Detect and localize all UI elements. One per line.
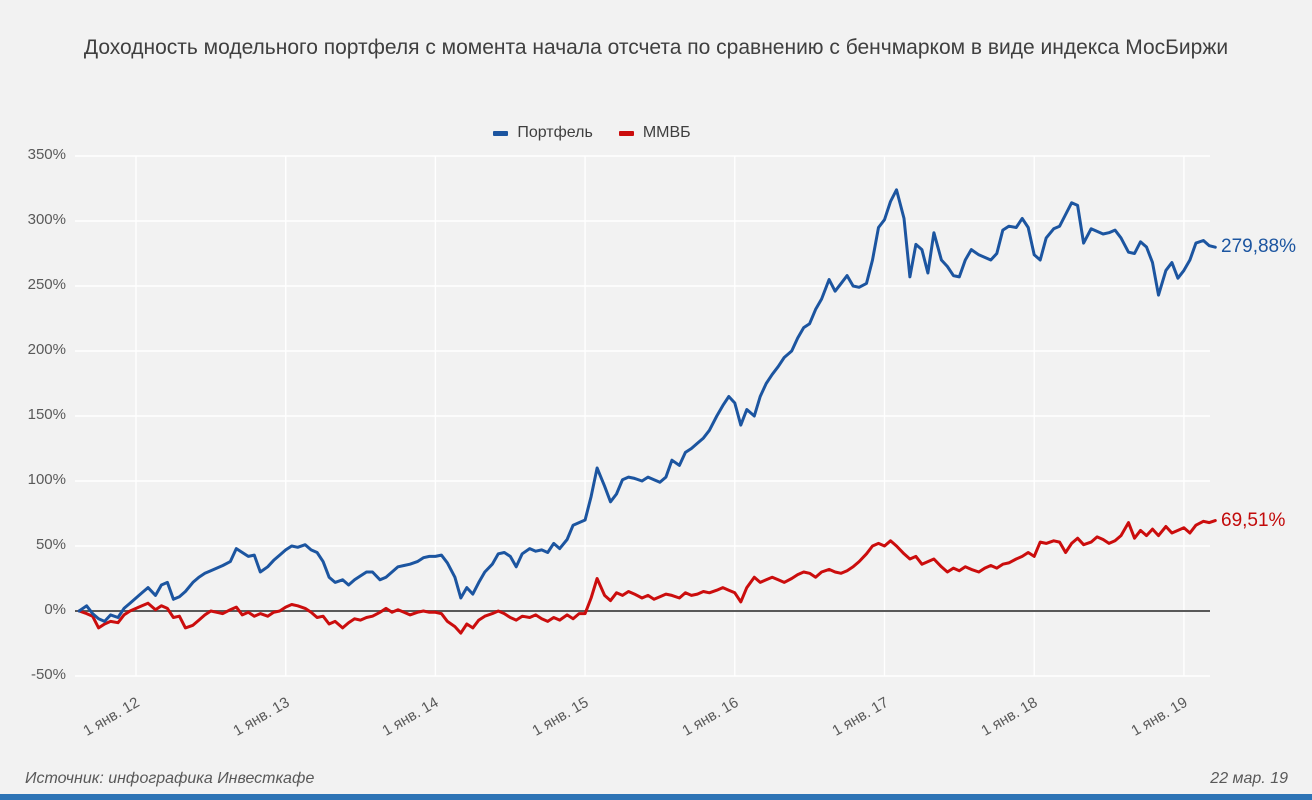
portfolio-end-value-label: 279,88%	[1221, 236, 1297, 258]
y-axis-tick-label: 300%	[27, 211, 66, 228]
y-axis-tick-label: 100%	[27, 471, 66, 488]
legend-item-portfolio: Портфель	[493, 124, 593, 142]
y-axis-tick-label: 350%	[27, 146, 66, 163]
chart-legend: Портфель ММВБ	[0, 124, 1184, 142]
mmvb-line	[77, 519, 1217, 635]
portfolio-line-swatch-icon	[493, 130, 509, 136]
y-axis-tick-label: 250%	[27, 276, 66, 293]
portfolio-line	[77, 188, 1217, 623]
y-axis-tick-label: 0%	[44, 601, 66, 618]
y-axis-tick-label: 200%	[27, 341, 66, 358]
date-caption: 22 мар. 19	[1210, 770, 1288, 787]
bottom-accent-bar	[0, 794, 1312, 800]
source-caption: Источник: инфографика Инвесткафе	[25, 770, 315, 787]
chart-title: Доходность модельного портфеля с момента…	[83, 36, 1229, 59]
legend-label-portfolio: Портфель	[517, 124, 593, 141]
legend-item-mmvb: ММВБ	[618, 124, 691, 142]
legend-label-mmvb: ММВБ	[642, 124, 691, 141]
y-axis-tick-label: 150%	[27, 406, 66, 423]
mmvb-end-value-label: 69,51%	[1221, 509, 1286, 531]
y-axis-tick-label: 50%	[35, 536, 66, 553]
mmvb-line-swatch-icon	[618, 130, 634, 136]
y-axis-tick-label: -50%	[30, 666, 66, 683]
